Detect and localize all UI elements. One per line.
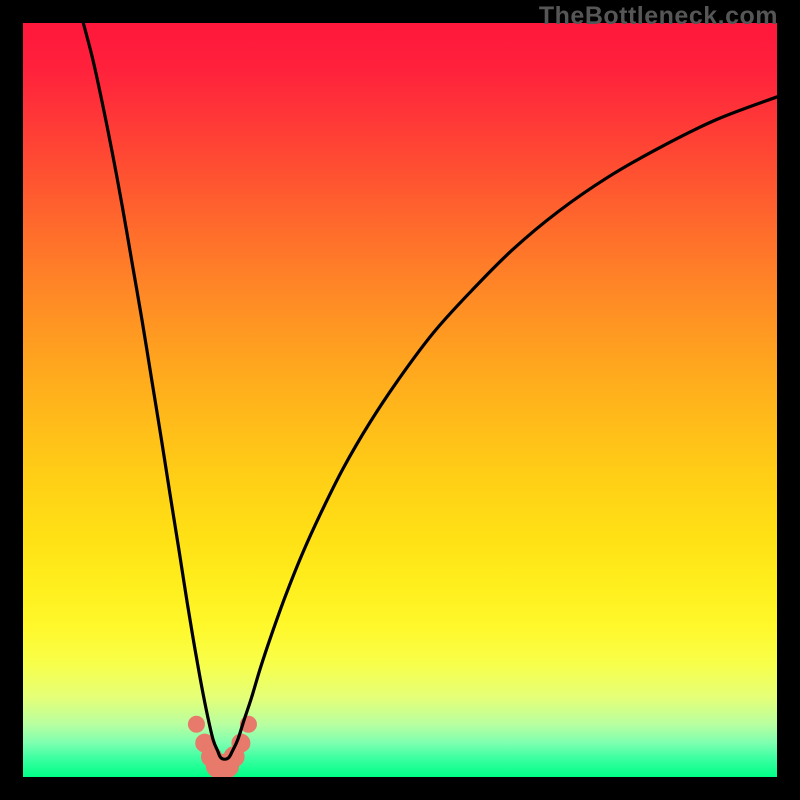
bottleneck-chart-frame: TheBottleneck.com [0,0,800,800]
bottleneck-curve [83,23,777,759]
chart-svg [0,0,800,800]
bottleneck-marker [188,716,204,732]
marker-group [188,716,256,777]
watermark-label: TheBottleneck.com [539,2,778,31]
